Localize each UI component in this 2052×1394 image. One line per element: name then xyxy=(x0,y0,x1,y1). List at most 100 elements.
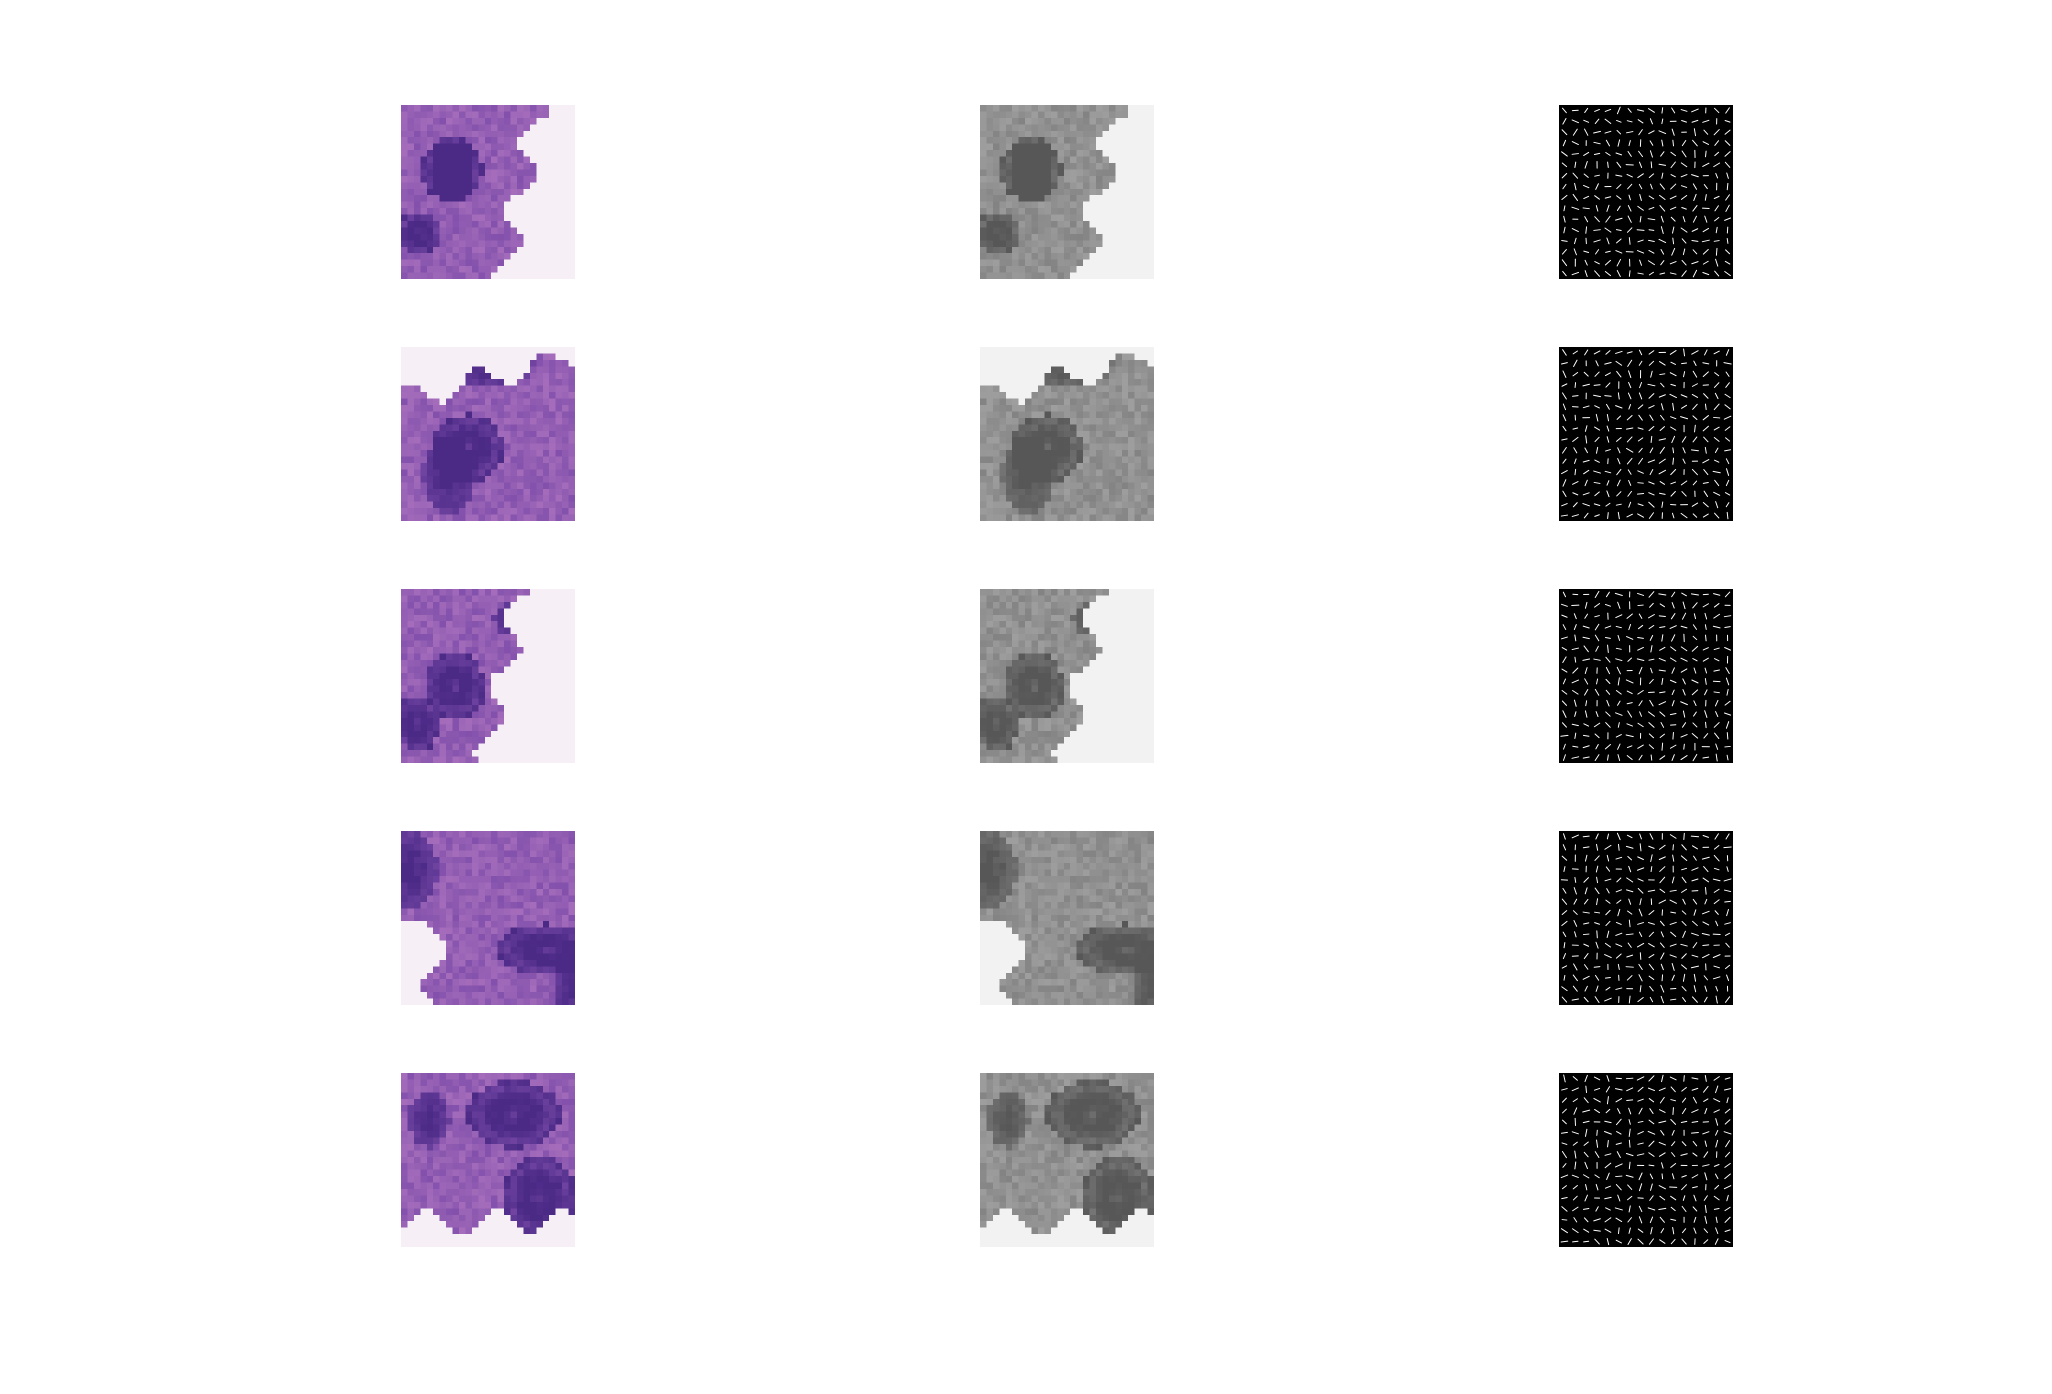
grayscale-pixel xyxy=(1031,679,1039,686)
color-pixel xyxy=(452,717,460,725)
grayscale-pixel xyxy=(1018,514,1026,521)
gradient-orientation-mark xyxy=(1714,217,1720,222)
grayscale-pixel xyxy=(1128,105,1135,112)
color-pixel xyxy=(568,672,575,680)
color-pixel xyxy=(433,750,440,757)
grayscale-pixel xyxy=(1128,495,1135,502)
grayscale-pixel xyxy=(1121,398,1129,406)
color-pixel xyxy=(420,508,427,515)
color-pixel xyxy=(446,347,453,354)
color-pixel xyxy=(452,450,460,457)
color-pixel xyxy=(426,163,434,170)
grayscale-pixel xyxy=(1063,385,1071,393)
color-pixel xyxy=(517,450,524,457)
grayscale-pixel xyxy=(1096,679,1103,686)
color-pixel xyxy=(401,482,408,489)
color-pixel xyxy=(413,227,421,235)
color-pixel xyxy=(568,208,575,215)
color-pixel xyxy=(433,137,440,144)
grayscale-pixel xyxy=(1044,253,1052,260)
grayscale-pixel xyxy=(999,105,1006,112)
color-pixel xyxy=(562,130,569,138)
grayscale-pixel xyxy=(1134,195,1142,202)
grayscale-pixel xyxy=(992,621,1000,628)
color-pixel xyxy=(555,372,563,380)
color-pixel xyxy=(471,385,479,393)
color-pixel xyxy=(510,743,518,751)
color-pixel xyxy=(478,514,485,521)
color-pixel xyxy=(529,347,537,354)
grayscale-pixel xyxy=(1005,743,1013,751)
grayscale-pixel xyxy=(986,501,994,509)
color-pixel xyxy=(407,508,415,515)
gradient-orientation-mark xyxy=(1594,615,1600,618)
grayscale-pixel xyxy=(1147,621,1154,628)
grayscale-pixel xyxy=(1115,685,1122,693)
color-pixel xyxy=(484,137,492,144)
color-pixel xyxy=(452,175,460,183)
color-pixel xyxy=(562,463,569,470)
color-pixel xyxy=(452,385,460,393)
grayscale-pixel xyxy=(1018,724,1026,731)
grayscale-pixel xyxy=(980,392,987,399)
grayscale-pixel xyxy=(1102,621,1110,628)
grayscale-pixel xyxy=(1018,105,1026,112)
grayscale-pixel xyxy=(999,163,1006,170)
grayscale-pixel xyxy=(1141,163,1148,170)
grayscale-pixel xyxy=(1128,424,1135,431)
color-pixel xyxy=(523,634,531,641)
color-pixel xyxy=(478,698,485,706)
color-pixel xyxy=(484,437,492,444)
grayscale-pixel xyxy=(1038,214,1045,222)
grayscale-pixel xyxy=(1044,366,1052,373)
gradient-orientation-mark xyxy=(1572,372,1579,377)
grayscale-pixel xyxy=(1128,634,1135,641)
color-pixel xyxy=(523,143,531,151)
grayscale-pixel xyxy=(1044,443,1052,451)
grayscale-pixel xyxy=(1018,201,1026,209)
grayscale-pixel xyxy=(1115,130,1122,138)
color-pixel xyxy=(439,672,447,680)
grayscale-pixel xyxy=(1102,495,1110,502)
color-pixel xyxy=(555,666,563,673)
color-pixel xyxy=(426,372,434,380)
color-pixel xyxy=(433,589,440,596)
color-pixel xyxy=(459,130,466,138)
grayscale-pixel xyxy=(1147,240,1154,247)
grayscale-pixel xyxy=(1128,730,1135,738)
grayscale-pixel xyxy=(1121,266,1129,273)
color-pixel xyxy=(555,214,563,222)
grayscale-pixel xyxy=(1050,711,1058,719)
gradient-orientation-mark xyxy=(1682,216,1686,223)
grayscale-pixel xyxy=(1044,259,1052,267)
color-pixel xyxy=(439,272,447,279)
grayscale-pixel xyxy=(1076,130,1084,138)
color-pixel xyxy=(401,608,408,615)
color-pixel xyxy=(420,482,427,489)
grayscale-pixel xyxy=(1134,188,1142,196)
color-pixel xyxy=(446,730,453,738)
grayscale-pixel xyxy=(1096,385,1103,393)
color-pixel xyxy=(484,221,492,228)
grayscale-pixel xyxy=(1063,246,1071,254)
color-pixel xyxy=(491,253,498,260)
grayscale-pixel xyxy=(1005,424,1013,431)
color-pixel xyxy=(517,353,524,361)
gradient-orientation-mark xyxy=(1637,637,1644,639)
grayscale-pixel xyxy=(1115,482,1122,489)
grayscale-pixel xyxy=(1038,182,1045,189)
color-pixel xyxy=(484,443,492,451)
color-pixel xyxy=(413,469,421,477)
color-pixel xyxy=(484,450,492,457)
color-pixel xyxy=(446,411,453,419)
grayscale-pixel xyxy=(1147,501,1154,509)
grayscale-pixel xyxy=(999,627,1006,635)
grayscale-pixel xyxy=(1083,627,1090,635)
color-pixel xyxy=(562,627,569,635)
color-pixel xyxy=(568,743,575,751)
grayscale-pixel xyxy=(1147,175,1154,183)
color-pixel xyxy=(523,272,531,279)
grayscale-pixel xyxy=(999,392,1006,399)
color-pixel xyxy=(491,182,498,189)
grayscale-pixel xyxy=(1005,679,1013,686)
